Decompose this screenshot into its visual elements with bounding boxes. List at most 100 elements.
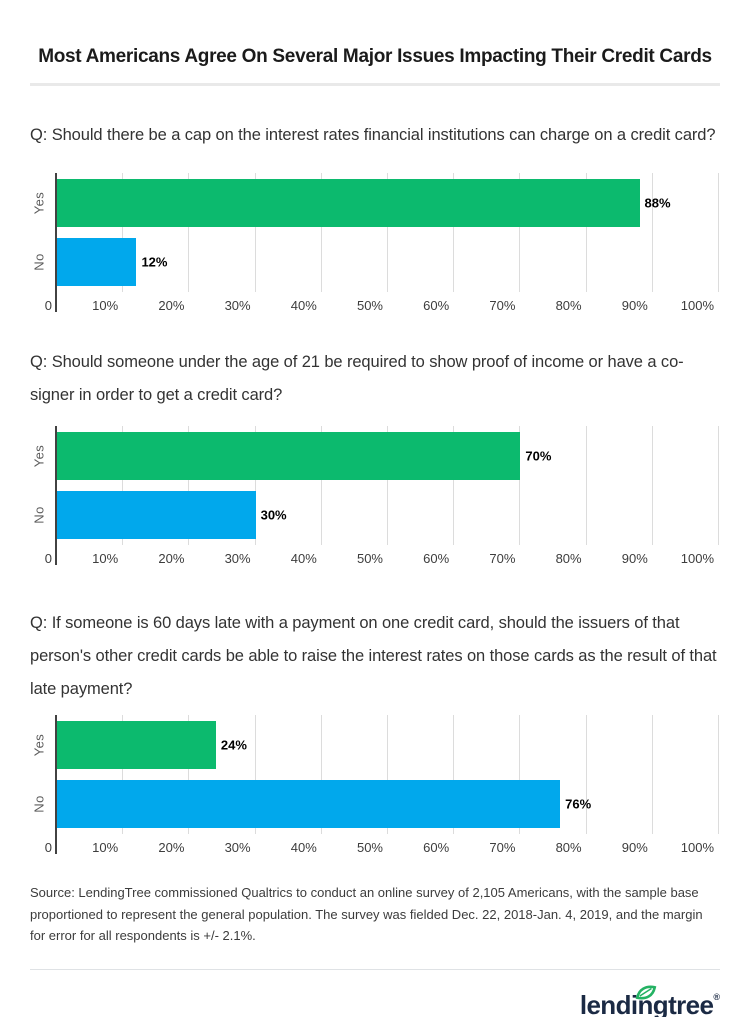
source-note: Source: LendingTree commissioned Qualtri… <box>30 885 703 943</box>
value-label: 12% <box>141 254 168 270</box>
tick-label: 60% <box>423 298 450 313</box>
tick-label: 100% <box>680 298 714 313</box>
registered-mark: ® <box>713 991 720 1002</box>
gridline <box>585 715 587 834</box>
tick-label: 30% <box>224 840 251 855</box>
gridline <box>585 173 587 292</box>
lendingtree-logo: lendingtree® <box>580 985 720 1017</box>
gridline <box>387 715 388 834</box>
gridline <box>254 715 256 834</box>
gridline <box>122 715 124 834</box>
chart-plot-area: 88% 12% <box>57 173 719 292</box>
tick-label: 80% <box>555 551 582 566</box>
tick-label: 60% <box>423 551 450 566</box>
category-label-yes: Yes <box>31 733 47 757</box>
value-label: 70% <box>525 448 552 464</box>
tick-label: 30% <box>224 298 251 313</box>
leaf-icon <box>635 985 657 999</box>
tick-label: 0 <box>44 551 52 566</box>
gridline <box>254 173 256 292</box>
bar-no <box>57 780 561 828</box>
gridline <box>320 173 322 292</box>
survey-chart-section: Q: Should someone under the age of 21 be… <box>0 346 750 567</box>
chart-question: Q: Should there be a cap on the interest… <box>30 126 716 144</box>
gridline <box>718 715 719 834</box>
gridline <box>519 426 521 545</box>
gridline <box>320 426 322 545</box>
value-label: 24% <box>220 737 247 753</box>
tick-label: 80% <box>555 840 582 855</box>
tick-label: 50% <box>356 551 383 566</box>
gridline <box>387 173 388 292</box>
gridline <box>320 715 322 834</box>
chart-question: Q: Should someone under the age of 21 be… <box>30 353 684 404</box>
gridline <box>651 715 653 834</box>
gridline <box>519 715 521 834</box>
charts-container: Q: Should there be a cap on the interest… <box>0 119 750 856</box>
footer: lendingtree® <box>30 985 720 1017</box>
chart-plot-area: 70% 30% <box>57 426 719 545</box>
tick-label: 90% <box>621 551 648 566</box>
gridline <box>122 426 124 545</box>
chart-plot-area: 24% 76% <box>57 715 719 834</box>
value-label: 30% <box>260 507 287 523</box>
gridline <box>122 173 124 292</box>
value-label: 88% <box>644 195 671 211</box>
category-label-no: No <box>31 795 47 813</box>
tick-label: 20% <box>158 551 185 566</box>
bar-yes <box>57 721 216 769</box>
y-axis-line <box>55 173 57 312</box>
bar-yes <box>57 179 640 227</box>
tick-label: 0 <box>44 840 52 855</box>
gridline <box>188 426 190 545</box>
y-axis-line <box>55 715 57 854</box>
tick-label: 70% <box>489 840 516 855</box>
gridline <box>718 426 719 545</box>
x-axis-ticks: 0 10% 20% 30% 40% 50% 60% 70% 80% 90% 100% <box>45 834 719 856</box>
gridline <box>188 173 190 292</box>
gridline <box>453 173 455 292</box>
tick-label: 20% <box>158 298 185 313</box>
tick-label: 50% <box>356 298 383 313</box>
x-axis-ticks: 0 10% 20% 30% 40% 50% 60% 70% 80% 90% 100% <box>45 292 719 314</box>
tick-label: 60% <box>423 840 450 855</box>
tick-label: 10% <box>92 551 119 566</box>
tick-label: 70% <box>489 298 516 313</box>
gridline <box>453 426 455 545</box>
bar-no <box>57 238 137 286</box>
bar-chart: 24% 76% 0 10% 20% 30% 40% 50% 60% 70% 80% 90% 100% … <box>0 715 750 856</box>
gridline <box>651 173 653 292</box>
gridline <box>585 426 587 545</box>
survey-chart-section: Q: If someone is 60 days late with a pay… <box>0 607 750 856</box>
page-title: Most Americans Agree On Several Major Is… <box>38 46 712 67</box>
tick-label: 100% <box>680 551 714 566</box>
tick-label: 50% <box>356 840 383 855</box>
gridline <box>188 715 190 834</box>
tick-label: 40% <box>290 840 317 855</box>
category-label-no: No <box>31 253 47 271</box>
survey-chart-section: Q: Should there be a cap on the interest… <box>0 119 750 314</box>
bar-no <box>57 491 256 539</box>
title-divider <box>30 83 720 86</box>
category-label-yes: Yes <box>31 191 47 215</box>
tick-label: 10% <box>92 840 119 855</box>
value-label: 76% <box>565 796 592 812</box>
gridline <box>387 426 388 545</box>
tick-label: 20% <box>158 840 185 855</box>
tick-label: 10% <box>92 298 119 313</box>
gridline <box>453 715 455 834</box>
gridline <box>718 173 719 292</box>
tick-label: 100% <box>680 840 714 855</box>
tick-label: 40% <box>290 551 317 566</box>
gridline <box>254 426 256 545</box>
gridline <box>651 426 653 545</box>
tick-label: 30% <box>224 551 251 566</box>
chart-question: Q: If someone is 60 days late with a pay… <box>30 614 717 698</box>
bar-chart: 70% 30% 0 10% 20% 30% 40% 50% 60% 70% 80% 90% 100% … <box>0 426 750 567</box>
tick-label: 70% <box>489 551 516 566</box>
bar-yes <box>57 432 521 480</box>
category-label-no: No <box>31 506 47 524</box>
tick-label: 90% <box>621 840 648 855</box>
tick-label: 0 <box>44 298 52 313</box>
